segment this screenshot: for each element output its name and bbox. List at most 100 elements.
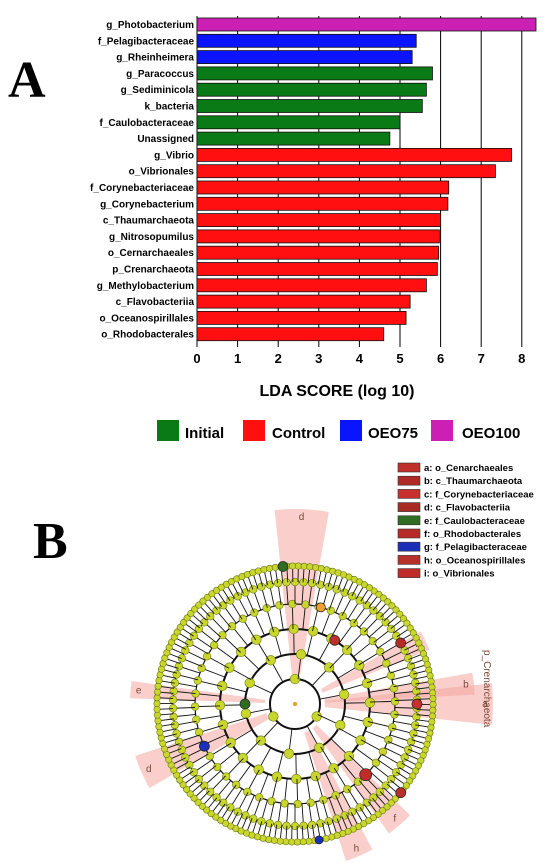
clade-node [213, 762, 222, 772]
bar [196, 99, 423, 113]
clade-node [212, 813, 220, 821]
clade-node [170, 721, 179, 730]
clade-node [173, 628, 181, 636]
clade-node [293, 799, 302, 809]
clade-branch [284, 778, 288, 804]
bar [196, 147, 513, 162]
clade-node [428, 712, 436, 720]
clade-node [379, 594, 387, 602]
clade-node [391, 795, 399, 803]
clade-node [312, 564, 320, 572]
clade-node [235, 646, 247, 658]
clade-node [295, 649, 307, 660]
clade-node [288, 599, 297, 609]
bar [196, 115, 401, 130]
clade-branch [206, 655, 230, 669]
clade-node [406, 662, 416, 671]
legend-swatch [431, 420, 453, 441]
clade-node [409, 729, 418, 738]
clade-node [341, 644, 353, 656]
clade-node [257, 582, 266, 591]
clade-node [406, 737, 416, 746]
bar-label: g_Corynebacterium [100, 199, 194, 210]
clade-node [253, 764, 264, 775]
clade-legend-swatch [397, 555, 421, 565]
clade-branch [302, 604, 306, 630]
bar [196, 66, 433, 81]
clade-node [283, 748, 295, 759]
clade-node [185, 638, 194, 648]
bar-label: o_Oceanospirillales [100, 313, 195, 324]
x-axis: 0 1 2 3 4 5 6 7 8 [193, 351, 525, 366]
clade-branch [195, 705, 221, 708]
clade-node [199, 597, 207, 605]
clade-node [271, 771, 282, 782]
clade-branch [291, 604, 294, 630]
clade-node [156, 671, 164, 679]
sector-letter: b [463, 680, 469, 691]
clade-branch [235, 764, 252, 786]
clade-branch [315, 775, 324, 801]
clade-node [282, 838, 290, 846]
clade-branch [369, 687, 394, 693]
clade-node [271, 563, 279, 571]
x-tick-label: 3 [315, 351, 322, 366]
clade-node [375, 612, 384, 621]
clade-node [305, 837, 313, 845]
clade-legend-label: f: o_Rhodobacterales [424, 529, 521, 540]
clade-branch [271, 776, 278, 802]
clade-node [257, 817, 266, 826]
clade-node [426, 672, 434, 680]
clade-node [368, 636, 377, 646]
clade-branch [338, 622, 355, 644]
clade-node [168, 695, 178, 704]
clade-node [326, 606, 335, 615]
clade-node-highlight [277, 561, 289, 572]
clade-branch [364, 730, 389, 741]
clade-node [177, 654, 186, 663]
clade-branch [209, 742, 232, 757]
clade-branch [198, 724, 224, 733]
clade-highlight-sector [324, 672, 475, 703]
clade-branch [312, 606, 319, 632]
clade-node [364, 697, 376, 708]
clade-branch [367, 721, 393, 728]
clade-node [269, 626, 280, 638]
clade-node [267, 797, 276, 806]
clade-node [198, 802, 206, 810]
clade-branch [369, 700, 395, 703]
clade-branch [330, 615, 344, 639]
clade-node [217, 719, 229, 730]
clade-node [343, 750, 355, 762]
clade-node [362, 601, 371, 610]
clade-node [403, 619, 411, 627]
clade-node [157, 734, 165, 742]
clade-node-highlight [329, 635, 341, 646]
bar-label: g_Nitrosopumilus [109, 232, 194, 243]
clade-branch [197, 680, 223, 687]
clade-node [156, 728, 164, 736]
clade-node [174, 737, 184, 746]
clade-node [396, 760, 405, 770]
clade-legend-swatch [397, 515, 421, 526]
clade-node [289, 673, 301, 685]
bar-label: g_Methylobacterium [97, 281, 194, 292]
clade-branch [346, 631, 365, 650]
clade-node [186, 790, 194, 798]
root-node [293, 702, 297, 706]
bar [196, 245, 439, 260]
clade-branch [195, 693, 221, 697]
clade-node [280, 799, 289, 808]
clade-legend-label: d: c_Flavobacteriia [424, 503, 511, 514]
clade-node [370, 587, 378, 595]
clade-node [429, 700, 437, 708]
clade-node [208, 590, 216, 598]
clade-node [189, 631, 198, 640]
clade-node [293, 838, 301, 846]
bar [196, 327, 385, 342]
legend-swatch [157, 420, 179, 441]
clade-node [428, 718, 436, 726]
clade-node [181, 753, 190, 762]
clade-node [206, 787, 215, 796]
